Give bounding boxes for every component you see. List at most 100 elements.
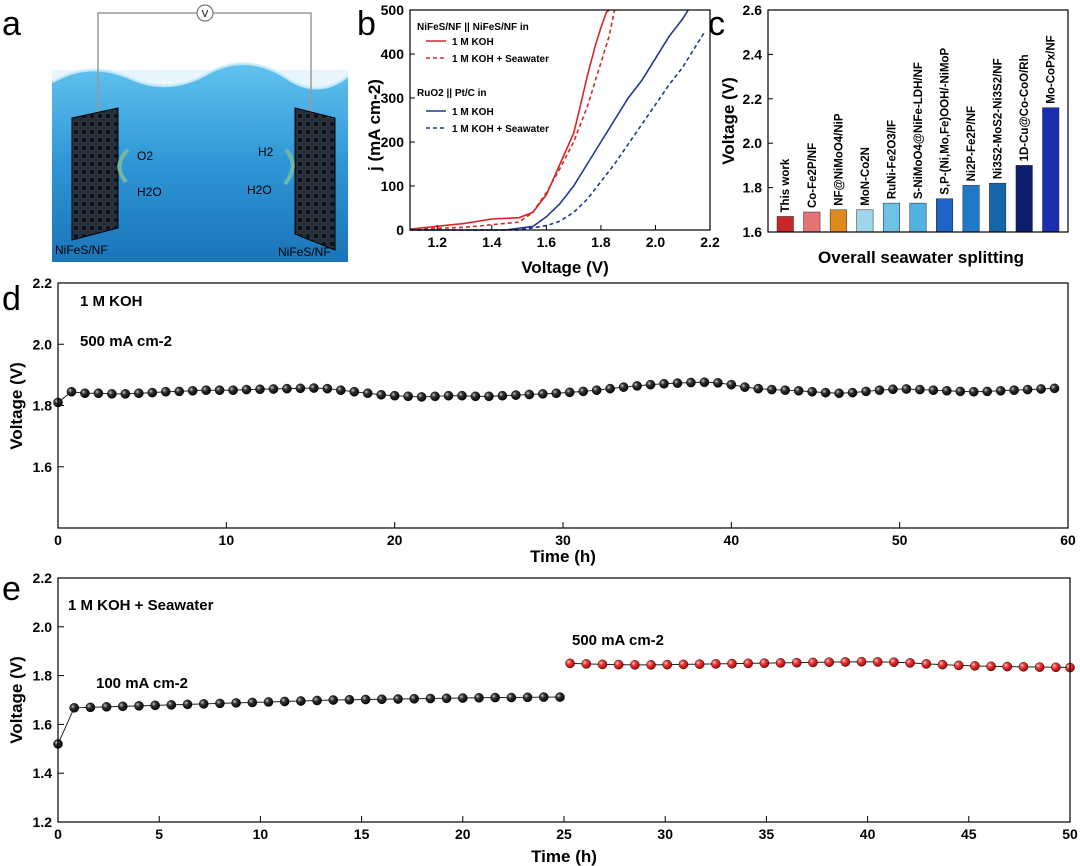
data-point: [201, 385, 211, 395]
data-point: [263, 697, 274, 707]
x-tick-label: 1.8: [591, 234, 611, 250]
data-point: [470, 391, 481, 402]
stability-chart-koh: 0 10 20 30 40 50 60 1.6 1.8 2.0 2.2 Time (h) Volta…: [7, 275, 1076, 566]
data-point: [344, 694, 355, 705]
legend-entry: 1 M KOH + Seawater: [452, 124, 549, 135]
bar-category-label: Co-Fe2P/NF: [807, 143, 819, 208]
legend-entry: 1 M KOH + Seawater: [452, 54, 549, 65]
x-tick-label: 1.2: [428, 234, 448, 250]
polarization-plot-frame: [409, 9, 711, 231]
x-tick-label: 50: [1062, 826, 1078, 842]
y-tick-label: 1.2: [33, 814, 53, 830]
bar: [989, 182, 1007, 233]
data-point: [538, 692, 549, 702]
data-point: [160, 386, 171, 397]
x-tick-label: 2.2: [700, 234, 720, 250]
data-point: [134, 701, 144, 711]
data-point: [484, 391, 494, 402]
data-point: [555, 692, 565, 702]
legend-group2-title: RuO2 || Pt/C in: [417, 88, 487, 99]
seawater-electrolyte-annotation: 1 M KOH + Seawater: [68, 597, 214, 614]
x-tick-label: 45: [961, 826, 977, 842]
data-point: [231, 698, 241, 708]
left-electrode-label: NiFeS/NF: [55, 243, 108, 257]
data-point: [69, 703, 79, 713]
y-tick-label: 2.2: [743, 91, 763, 107]
x-tick-label: 40: [860, 826, 876, 842]
data-point: [322, 383, 333, 394]
data-point: [872, 657, 883, 667]
data-point: [120, 389, 131, 399]
voltmeter-label: V: [202, 9, 209, 20]
data-point: [645, 379, 656, 390]
data-point: [150, 700, 160, 711]
right-electrode: [294, 107, 336, 251]
y-tick-label: 100: [381, 178, 405, 194]
x-tick-label: 30: [555, 532, 571, 548]
data-point: [524, 389, 535, 400]
data-point: [376, 389, 387, 400]
left-reactant: H2O: [137, 185, 162, 199]
y-tick-label: 2.0: [743, 135, 763, 151]
data-point: [726, 379, 737, 390]
data-point: [613, 659, 624, 670]
bar: [962, 185, 980, 233]
data-point: [793, 385, 804, 396]
x-tick-label: 20: [387, 532, 403, 548]
polarization-chart: 1.2 1.4 1.6 1.8 2.0 2.2 0 100 200 300 400 500 Volta…: [365, 2, 720, 277]
bar: [909, 202, 927, 233]
data-point: [630, 660, 640, 670]
data-point: [874, 385, 885, 395]
data-point: [982, 386, 993, 397]
seawater-100-annotation: 100 mA cm-2: [96, 675, 188, 692]
data-point: [215, 698, 225, 709]
data-point: [889, 657, 899, 667]
data-point: [686, 377, 696, 388]
data-point: [937, 659, 948, 670]
y-tick-label: 300: [381, 90, 405, 106]
data-point: [565, 658, 575, 669]
y-tick-label: 500: [381, 2, 405, 18]
left-cycle-arrow-icon: [117, 148, 130, 184]
data-point: [443, 390, 454, 401]
bar: [936, 198, 954, 233]
data-point: [409, 693, 420, 704]
panel-label-b: b: [357, 5, 376, 43]
x-tick-label: 15: [354, 826, 370, 842]
data-point: [66, 386, 77, 397]
data-point: [968, 386, 979, 397]
data-point: [713, 378, 723, 388]
data-point: [780, 385, 791, 395]
panel-label-e: e: [2, 570, 21, 608]
y-tick-label: 2.0: [33, 619, 53, 635]
data-point: [591, 385, 602, 395]
data-point: [182, 699, 193, 710]
data-point: [618, 382, 629, 392]
data-point: [808, 657, 818, 668]
data-point: [740, 382, 750, 392]
y-tick-label: 2.4: [743, 46, 763, 62]
data-point: [581, 659, 592, 669]
data-point: [198, 699, 209, 709]
data-point: [93, 388, 104, 399]
bar-category-label: S-NiMoO4@NiFe-LDH/NF: [913, 62, 925, 199]
data-point: [457, 693, 468, 703]
stability-chart-seawater: 0 5 10 15 20 25 30 35 40 45 50 1.2 1.4 1.6 1.8 2.0 2.2 T…: [7, 570, 1078, 866]
data-point: [309, 383, 319, 393]
data-point: [888, 384, 898, 395]
data-point: [986, 661, 996, 672]
data-point: [905, 658, 915, 668]
data-point: [743, 658, 753, 669]
data-point: [393, 694, 403, 704]
y-tick-label: 2.2: [33, 275, 53, 291]
x-tick-label: 0: [54, 826, 62, 842]
y-tick-label: 0: [396, 222, 404, 238]
data-point: [970, 661, 980, 671]
bar: [803, 211, 821, 233]
seawater-500-annotation: 500 mA cm-2: [572, 632, 664, 649]
x-tick-label: 50: [892, 532, 908, 548]
data-point: [511, 390, 521, 400]
y-tick-label: 2.6: [743, 2, 763, 18]
data-point: [1009, 385, 1019, 395]
bar-category-label: RuNi-Fe2O3/IF: [886, 120, 898, 199]
